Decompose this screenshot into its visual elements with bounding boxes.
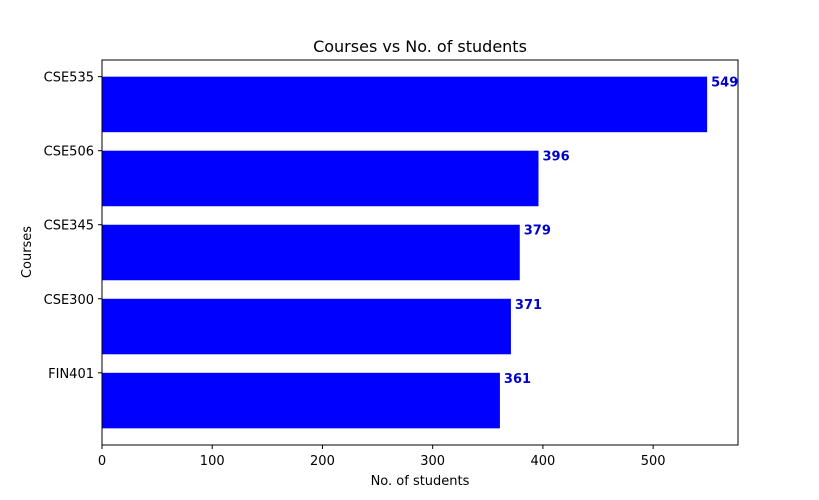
x-tick-label-100: 100 <box>200 454 225 469</box>
x-tick-label-200: 200 <box>310 454 335 469</box>
x-ticks-group: 0 100 200 300 400 500 <box>98 445 666 469</box>
data-label-fin401: 361 <box>504 372 531 387</box>
bar-cse535 <box>102 76 708 133</box>
y-tick-label-cse506: CSE506 <box>44 145 94 160</box>
data-labels-group: 361 371 379 396 549 <box>504 76 738 387</box>
bars-group <box>102 76 708 429</box>
bar-cse506 <box>102 150 539 207</box>
y-tick-label-cse300: CSE300 <box>44 293 94 308</box>
y-tick-label-cse345: CSE345 <box>44 219 94 234</box>
plot-frame <box>101 59 739 446</box>
data-label-cse345: 379 <box>524 224 551 239</box>
x-axis-label: No. of students <box>371 474 470 489</box>
bar-cse345 <box>102 224 520 281</box>
x-tick-label-500: 500 <box>641 454 666 469</box>
x-tick-label-0: 0 <box>98 454 106 469</box>
y-tick-label-fin401: FIN401 <box>48 367 94 382</box>
chart-title: Courses vs No. of students <box>313 37 527 56</box>
y-tick-label-cse535: CSE535 <box>44 71 94 86</box>
x-tick-label-400: 400 <box>530 454 555 469</box>
bar-cse300 <box>102 298 511 355</box>
data-label-cse535: 549 <box>711 76 738 91</box>
data-label-cse300: 371 <box>515 298 542 313</box>
bar-fin401 <box>102 372 500 429</box>
data-label-cse506: 396 <box>542 150 569 165</box>
y-axis-label: Courses <box>20 226 35 278</box>
y-ticks-group: FIN401 CSE300 CSE345 CSE506 CSE535 <box>44 71 102 382</box>
x-tick-label-300: 300 <box>420 454 445 469</box>
